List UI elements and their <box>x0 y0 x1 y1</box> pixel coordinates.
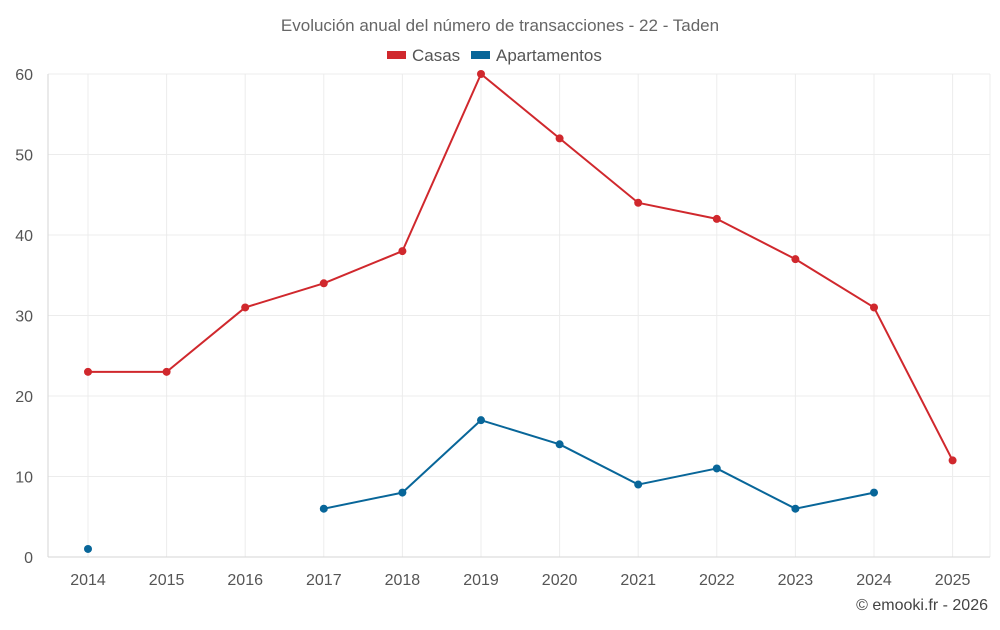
data-point-casas-2024[interactable] <box>870 303 878 312</box>
data-point-apartamentos-2018[interactable] <box>398 488 407 497</box>
data-point-casas-2021[interactable] <box>634 198 643 207</box>
data-point-casas-2015[interactable] <box>162 367 171 376</box>
x-tick-label: 2024 <box>856 572 892 589</box>
x-tick-label: 2017 <box>306 572 342 589</box>
x-tick-label: 2020 <box>542 572 578 589</box>
chart-title: Evolución anual del número de transaccio… <box>281 16 719 35</box>
legend-item-casas[interactable]: Casas <box>387 46 460 65</box>
data-point-casas-2016[interactable] <box>241 303 250 312</box>
axes: 0 10 20 30 40 50 60 2014 2015 2016 2017 2018 2019 202… <box>15 67 991 589</box>
x-tick-label: 2016 <box>227 572 263 589</box>
data-point-casas-2020[interactable] <box>555 134 564 143</box>
x-tick-label: 2014 <box>70 572 106 589</box>
legend-label-apartamentos: Apartamentos <box>496 46 602 65</box>
series-casas <box>84 70 957 465</box>
y-tick-label: 40 <box>15 228 33 245</box>
y-tick-label: 10 <box>15 470 33 487</box>
y-tick-label: 20 <box>15 389 33 406</box>
series-line-casas <box>87 73 954 462</box>
series-group <box>84 70 957 553</box>
x-tick-label: 2025 <box>935 572 971 589</box>
data-point-casas-2014[interactable] <box>84 367 92 376</box>
data-point-casas-2025[interactable] <box>948 456 957 465</box>
data-point-apartamentos-2021[interactable] <box>634 480 643 489</box>
y-tick-label: 0 <box>24 550 33 567</box>
credit-text: © emooki.fr - 2026 <box>856 597 988 614</box>
data-point-casas-2023[interactable] <box>791 255 800 264</box>
legend-label-casas: Casas <box>412 46 460 65</box>
y-tick-label: 60 <box>15 67 33 84</box>
legend-item-apartamentos[interactable]: Apartamentos <box>471 46 602 65</box>
data-point-apartamentos-2024[interactable] <box>870 488 878 497</box>
y-tick-label: 50 <box>15 148 33 165</box>
x-tick-label: 2019 <box>463 572 499 589</box>
x-tick-label: 2021 <box>620 572 656 589</box>
data-point-apartamentos-2020[interactable] <box>555 440 564 449</box>
legend-swatch-apartamentos <box>471 51 490 59</box>
data-point-apartamentos-2023[interactable] <box>791 504 800 513</box>
series-line-apartamentos <box>322 419 875 510</box>
data-point-casas-2019[interactable] <box>477 70 485 78</box>
series-apartamentos <box>84 416 878 553</box>
data-point-apartamentos-2022[interactable] <box>712 464 721 473</box>
x-tick-label: 2023 <box>778 572 814 589</box>
data-point-casas-2018[interactable] <box>398 247 407 256</box>
data-point-apartamentos-2017[interactable] <box>319 504 328 513</box>
data-point-apartamentos-2019[interactable] <box>477 416 485 425</box>
x-tick-label: 2022 <box>699 572 735 589</box>
data-point-casas-2022[interactable] <box>712 214 721 223</box>
data-point-apartamentos-2014[interactable] <box>84 544 92 553</box>
legend-swatch-casas <box>387 51 406 59</box>
data-point-casas-2017[interactable] <box>319 279 328 288</box>
grid <box>48 73 990 557</box>
y-tick-label: 30 <box>15 309 33 326</box>
legend: Casas Apartamentos <box>387 46 602 65</box>
x-tick-label: 2015 <box>149 572 185 589</box>
x-tick-label: 2018 <box>385 572 421 589</box>
